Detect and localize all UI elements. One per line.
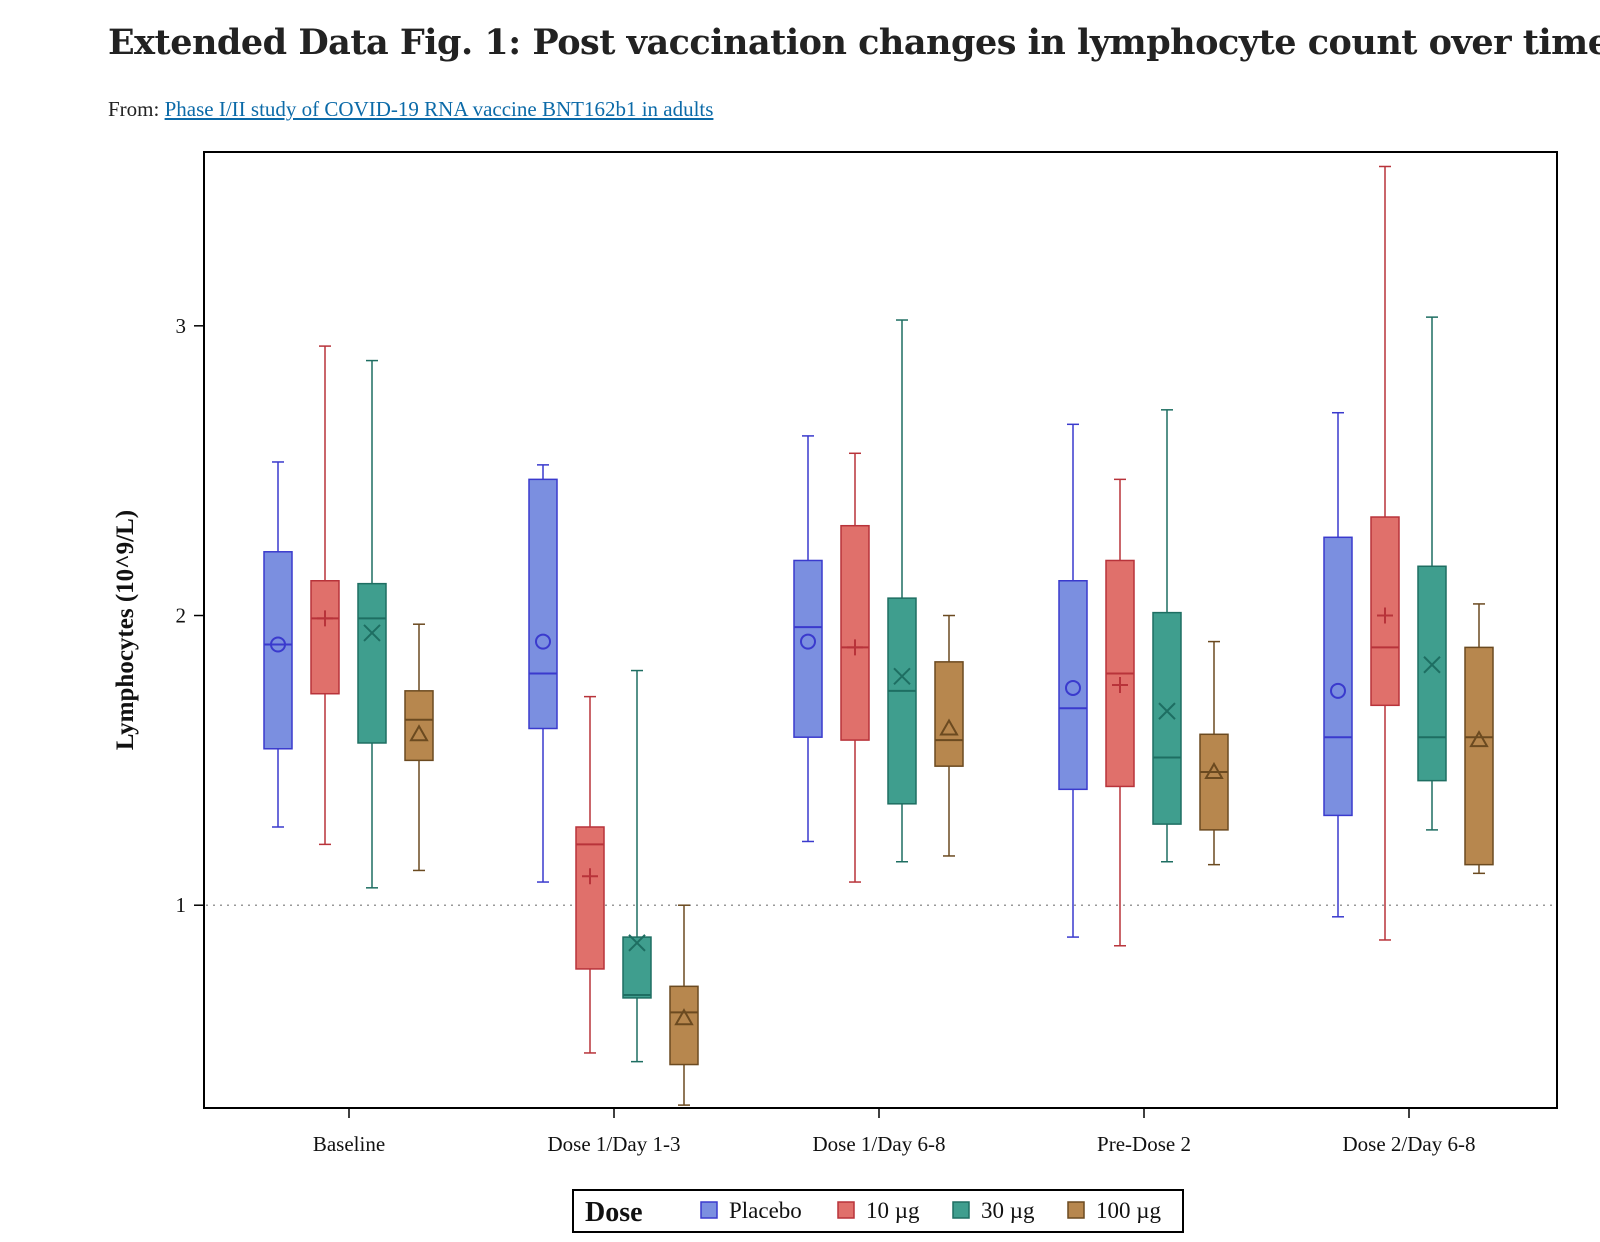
box-group bbox=[528, 464, 558, 883]
y-axis-label: Lymphocytes (10^9/L) bbox=[112, 510, 139, 750]
box-group bbox=[669, 904, 699, 1106]
box-group bbox=[357, 359, 387, 889]
box bbox=[263, 551, 293, 750]
series-0 bbox=[263, 411, 1353, 938]
mean-marker bbox=[1469, 730, 1489, 748]
mean-marker bbox=[363, 624, 381, 642]
box bbox=[1464, 646, 1494, 866]
legend-label: 10 µg bbox=[866, 1198, 920, 1223]
box bbox=[357, 582, 387, 744]
mean-marker bbox=[1112, 677, 1128, 694]
box-group bbox=[1199, 640, 1229, 866]
box-group bbox=[622, 669, 652, 1063]
mean-marker bbox=[1377, 607, 1393, 624]
x-tick-label: Baseline bbox=[313, 1132, 385, 1156]
box-group bbox=[840, 452, 870, 883]
legend-label: 30 µg bbox=[981, 1198, 1035, 1223]
box bbox=[1058, 580, 1088, 791]
mean-marker bbox=[1065, 679, 1081, 696]
box-group bbox=[1323, 411, 1353, 918]
y-tick-label: 3 bbox=[176, 314, 187, 338]
box bbox=[310, 580, 340, 695]
box-group bbox=[263, 461, 293, 828]
x-tick-label: Pre-Dose 2 bbox=[1097, 1132, 1191, 1156]
box bbox=[669, 985, 699, 1066]
box bbox=[575, 826, 605, 970]
mean-marker bbox=[939, 718, 959, 736]
mean-marker bbox=[893, 667, 911, 686]
box bbox=[622, 936, 652, 999]
mean-marker bbox=[628, 934, 646, 952]
box-group bbox=[1058, 423, 1088, 938]
mean-marker bbox=[1204, 761, 1224, 779]
from-label: From: bbox=[108, 97, 160, 121]
legend-swatch bbox=[952, 1201, 970, 1219]
mean-marker bbox=[847, 639, 863, 656]
box-group bbox=[887, 319, 917, 863]
figure-title: Extended Data Fig. 1: Post vaccination c… bbox=[108, 22, 1600, 63]
box-group bbox=[1464, 603, 1494, 875]
mean-marker bbox=[409, 724, 429, 742]
mean-marker bbox=[1423, 656, 1441, 674]
box-group bbox=[575, 695, 605, 1054]
legend-title: Dose bbox=[585, 1197, 643, 1228]
box bbox=[1417, 565, 1447, 782]
mean-marker bbox=[1330, 682, 1346, 699]
box bbox=[1323, 536, 1353, 817]
y-tick-label: 1 bbox=[176, 893, 187, 917]
box-group bbox=[1105, 478, 1135, 947]
x-tick-label: Dose 1/Day 6-8 bbox=[813, 1132, 946, 1156]
mean-marker bbox=[270, 636, 286, 653]
x-tick-label: Dose 2/Day 6-8 bbox=[1343, 1132, 1476, 1156]
legend-swatch bbox=[837, 1201, 855, 1219]
source-article-link[interactable]: Phase I/II study of COVID-19 RNA vaccine… bbox=[164, 97, 714, 121]
mean-marker bbox=[674, 1008, 694, 1026]
legend-label: 100 µg bbox=[1096, 1198, 1162, 1223]
box-group bbox=[793, 435, 823, 843]
box-group bbox=[310, 345, 340, 846]
box bbox=[934, 661, 964, 767]
mean-marker bbox=[582, 868, 598, 885]
legend-swatch bbox=[1067, 1201, 1085, 1219]
box-group bbox=[404, 623, 434, 872]
box bbox=[840, 524, 870, 741]
legend-swatch bbox=[700, 1201, 718, 1219]
box bbox=[1152, 611, 1182, 825]
series-2 bbox=[357, 316, 1447, 1063]
box bbox=[887, 597, 917, 805]
legend-label: Placebo bbox=[729, 1198, 802, 1223]
y-tick-label: 2 bbox=[176, 604, 187, 628]
series-1 bbox=[310, 165, 1400, 1054]
mean-marker bbox=[800, 633, 816, 650]
box-group bbox=[1152, 409, 1182, 863]
box bbox=[528, 478, 558, 730]
box bbox=[1199, 733, 1229, 831]
box-group bbox=[1417, 316, 1447, 831]
source-line: From: Phase I/II study of COVID-19 RNA v… bbox=[108, 97, 713, 122]
series-3 bbox=[404, 603, 1494, 1106]
mean-marker bbox=[317, 610, 333, 627]
plot-frame bbox=[203, 151, 1558, 1109]
box-group bbox=[1370, 165, 1400, 941]
mean-marker bbox=[535, 633, 551, 650]
x-tick-label: Dose 1/Day 1-3 bbox=[548, 1132, 681, 1156]
mean-marker bbox=[1158, 702, 1176, 720]
box-group bbox=[934, 614, 964, 857]
